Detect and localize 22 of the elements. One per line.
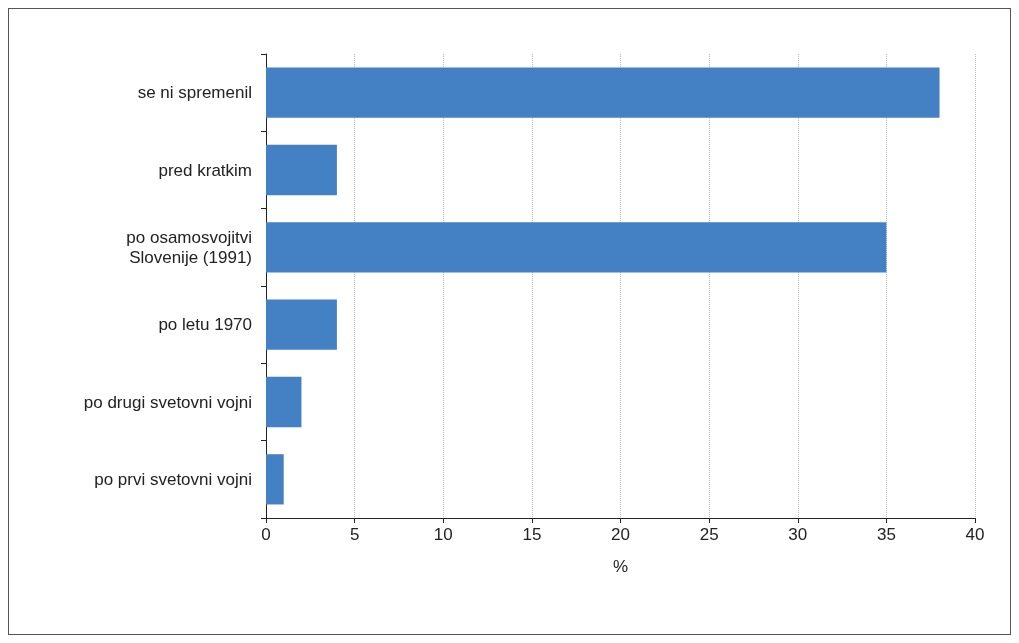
x-tick-label: 15 bbox=[522, 525, 542, 544]
y-tick-label: po prvi svetovni vojni bbox=[94, 469, 252, 489]
y-tick-label: se ni spremenil bbox=[137, 83, 252, 103]
x-axis-title: % bbox=[612, 557, 629, 576]
bar bbox=[266, 376, 302, 428]
bar bbox=[266, 454, 284, 505]
bar bbox=[266, 222, 887, 273]
x-tick-label: 20 bbox=[611, 525, 630, 544]
bar bbox=[266, 299, 337, 350]
y-tick-label: po drugi svetovni vojni bbox=[83, 392, 252, 412]
x-tick-label: 30 bbox=[788, 525, 808, 544]
x-tick-label: 40 bbox=[965, 525, 985, 544]
x-tick-label: 5 bbox=[349, 525, 360, 544]
bar bbox=[266, 67, 940, 118]
x-tick-label: 35 bbox=[876, 525, 896, 544]
bar bbox=[266, 144, 337, 196]
y-tick-label: po letu 1970 bbox=[158, 315, 252, 335]
y-tick-label: pred kratkim bbox=[158, 160, 252, 180]
y-tick-label: po osamosvojitvi Slovenije (1991) bbox=[126, 227, 252, 267]
x-tick-label: 10 bbox=[433, 525, 453, 544]
x-tick-label: 25 bbox=[699, 525, 719, 544]
x-tick-label: 0 bbox=[261, 525, 271, 544]
